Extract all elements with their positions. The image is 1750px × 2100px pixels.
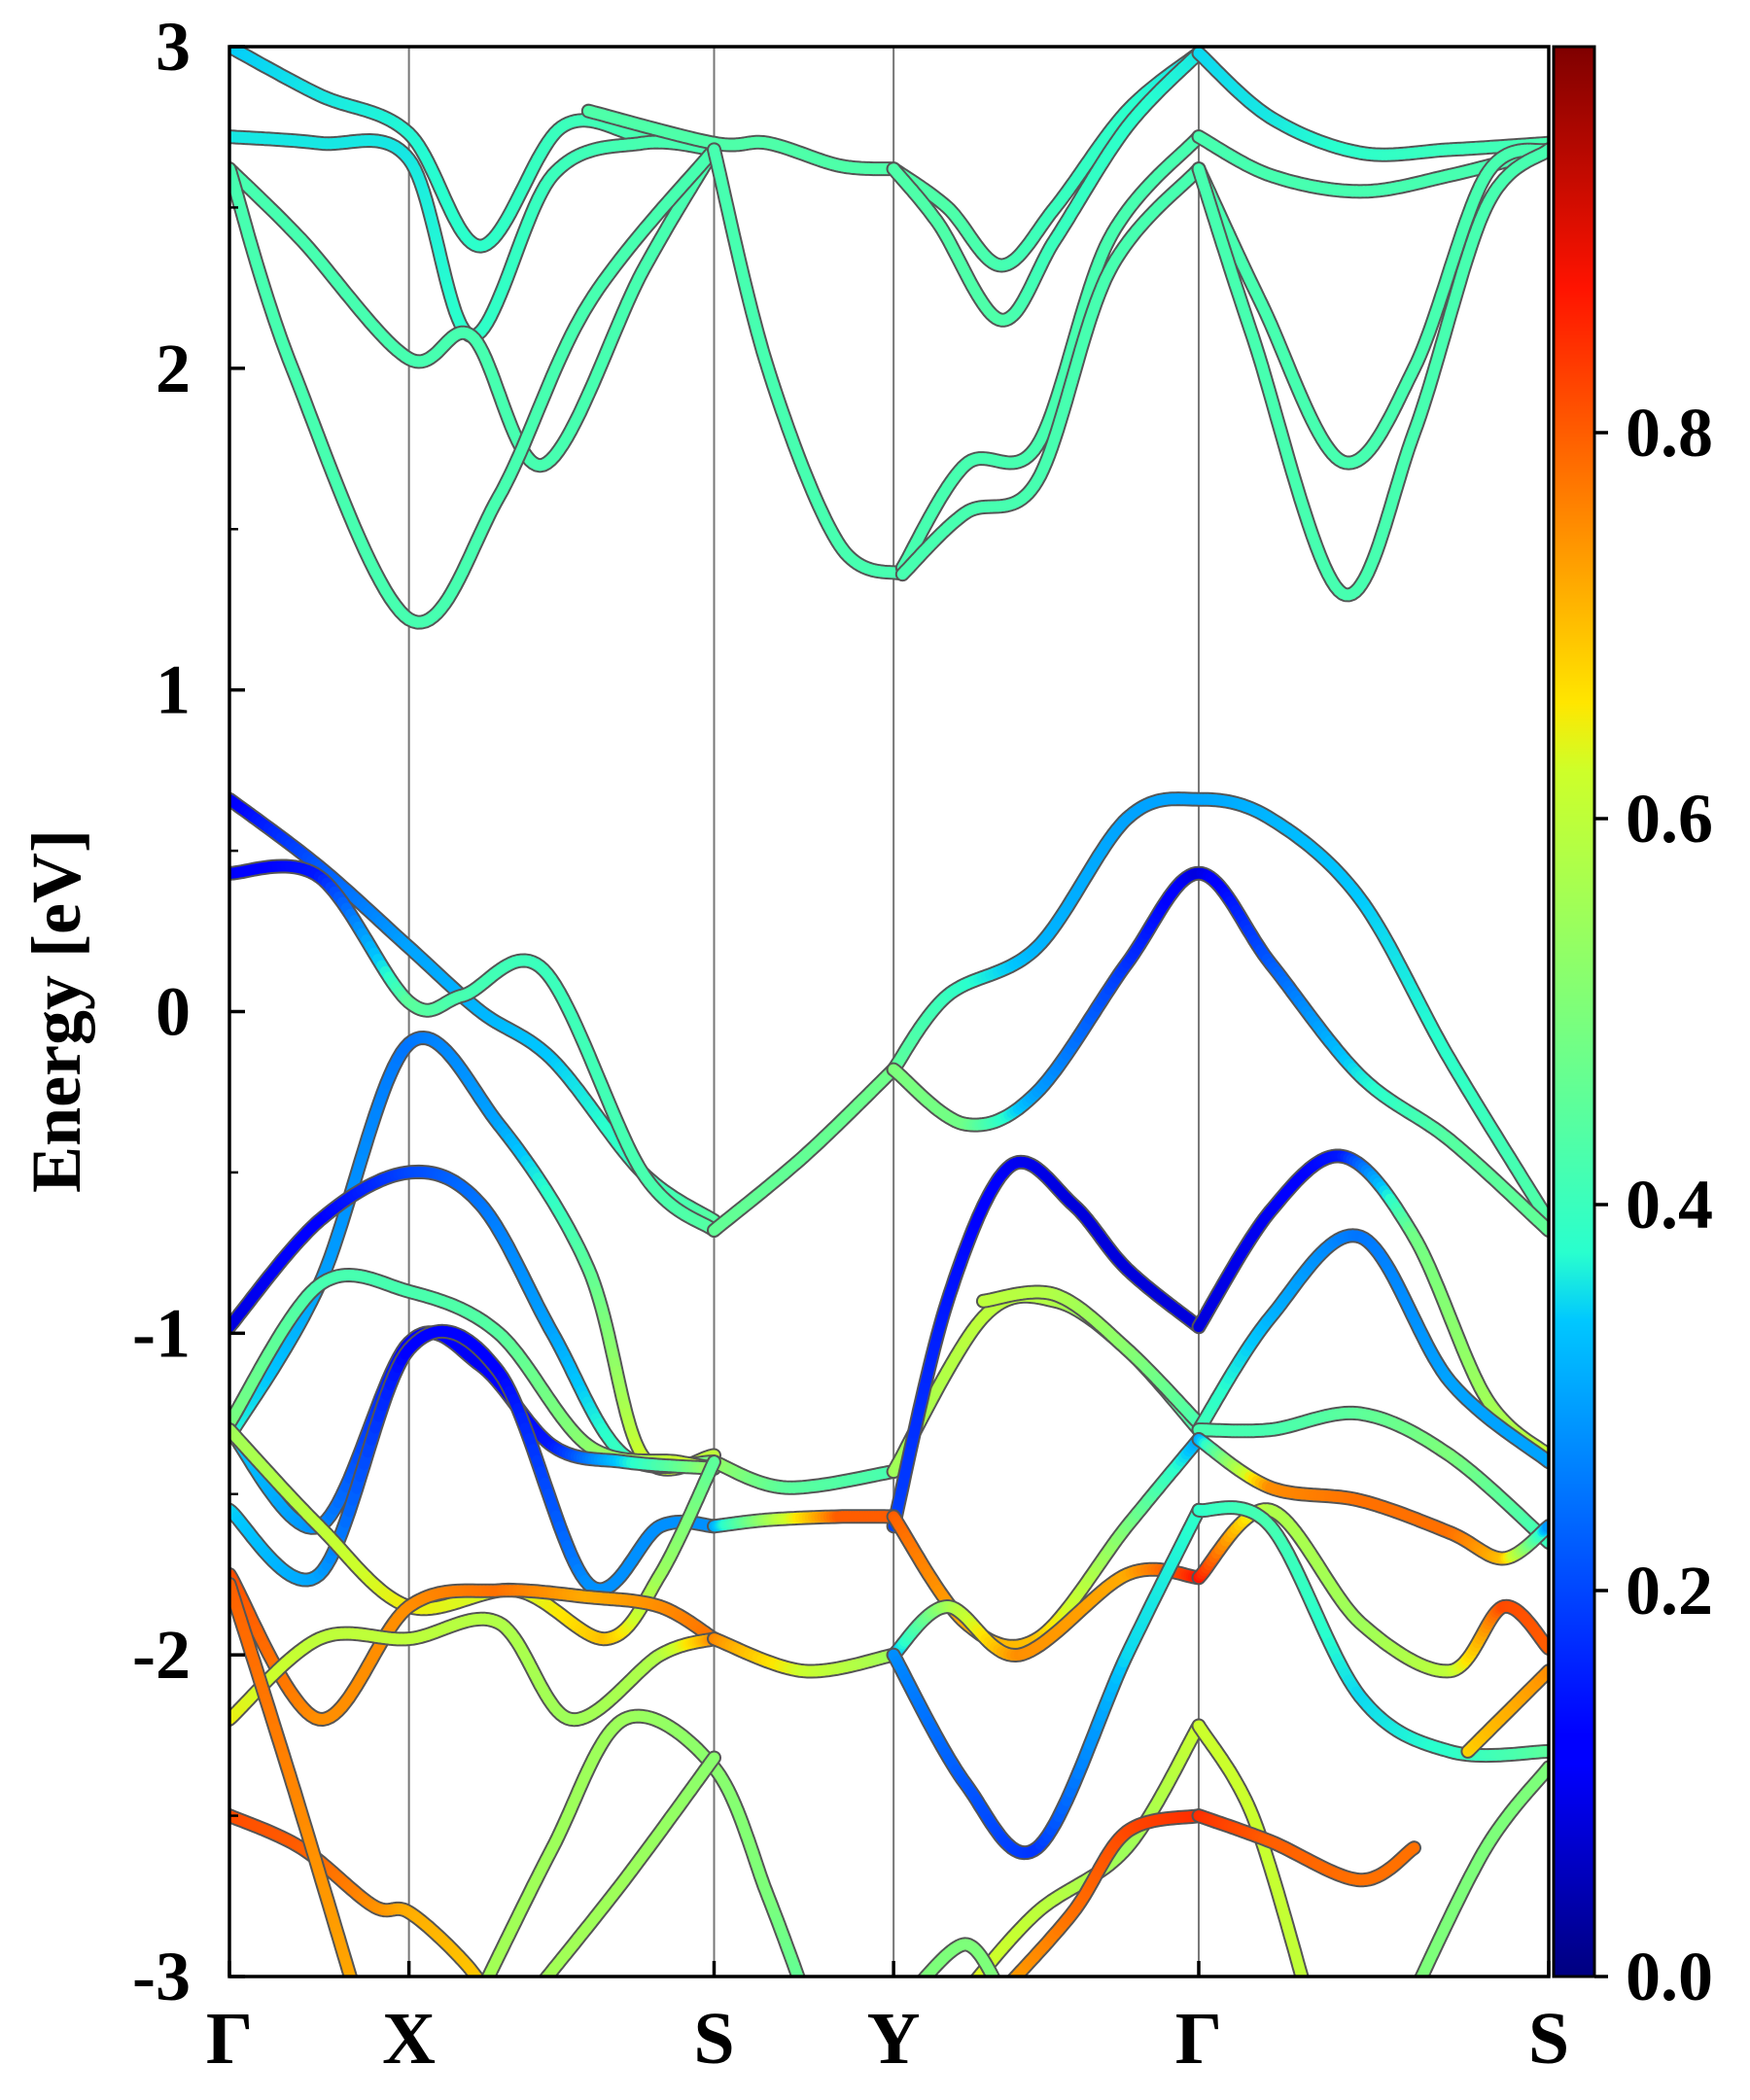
band-series <box>707 142 910 582</box>
band-series <box>886 1502 1207 1861</box>
band-series <box>229 858 721 1238</box>
band-series <box>229 142 721 630</box>
band-series <box>894 129 1207 576</box>
band-series <box>229 1323 721 1597</box>
band-outline <box>707 142 910 582</box>
band-outline <box>1191 1502 1549 1679</box>
high-symmetry-lines <box>407 47 1200 1977</box>
band-segment <box>707 1214 719 1226</box>
band-outline <box>229 1808 486 1977</box>
band-series <box>886 791 1549 1228</box>
band-segment <box>707 1456 719 1470</box>
band-series <box>707 1454 901 1495</box>
band-series <box>229 1808 486 1977</box>
band-series <box>886 47 1207 328</box>
band-series <box>1191 47 1549 162</box>
band-series <box>229 142 721 473</box>
band-lines <box>229 47 1549 1977</box>
band-series <box>707 1631 901 1679</box>
band-series <box>894 161 1207 582</box>
band-outline <box>1191 142 1549 603</box>
band-series <box>1191 1502 1549 1679</box>
band-series <box>229 1031 721 1477</box>
band-outline <box>229 1031 721 1477</box>
band-series <box>975 1284 1207 1431</box>
band-outline <box>886 791 1549 1228</box>
band-series <box>707 1509 901 1534</box>
band-series <box>1191 142 1549 603</box>
band-series <box>886 865 1549 1238</box>
band-series <box>886 1154 1207 1534</box>
band-series <box>229 1611 721 1728</box>
band-series <box>1191 1405 1549 1550</box>
band-outline <box>229 142 721 473</box>
band-series <box>1191 1432 1549 1566</box>
band-series <box>707 1062 901 1238</box>
